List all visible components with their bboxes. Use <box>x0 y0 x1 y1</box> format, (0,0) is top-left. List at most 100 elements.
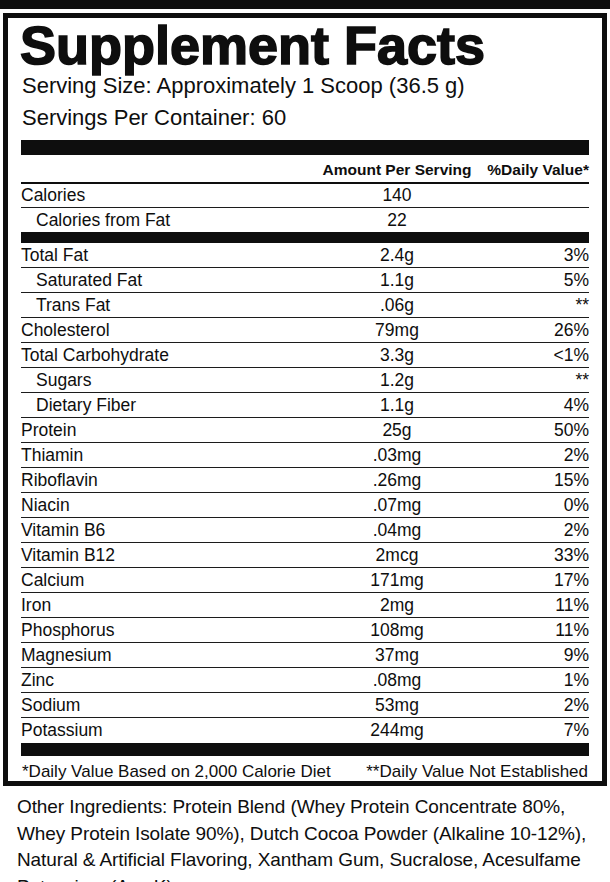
nutrient-daily-value: 15% <box>477 470 589 491</box>
nutrient-daily-value: 5% <box>477 270 589 291</box>
nutrient-daily-value: 33% <box>477 545 589 566</box>
nutrient-name: Cholesterol <box>21 320 317 341</box>
nutrient-name: Total Carbohydrate <box>21 345 317 366</box>
nutrient-name: Vitamin B6 <box>21 520 317 541</box>
nutrient-amount: 1.2g <box>317 370 477 391</box>
nutrient-daily-value: 11% <box>477 620 589 641</box>
nutrient-daily-value: ** <box>477 295 589 316</box>
nutrient-daily-value: 4% <box>477 395 589 416</box>
nutrient-row: Saturated Fat1.1g5% <box>21 268 589 293</box>
nutrient-row: Niacin.07mg0% <box>21 493 589 518</box>
nutrient-name: Riboflavin <box>21 470 317 491</box>
nutrient-row: Dietary Fiber1.1g4% <box>21 393 589 418</box>
column-header-daily-value: %Daily Value* <box>477 161 589 179</box>
nutrient-row: Riboflavin.26mg15% <box>21 468 589 493</box>
nutrient-name: Magnesium <box>21 645 317 666</box>
nutrient-row: Potassium244mg7% <box>21 718 589 743</box>
nutrient-daily-value: 1% <box>477 670 589 691</box>
separator-bar-bottom <box>21 743 589 756</box>
nutrient-amount: 25g <box>317 420 477 441</box>
nutrient-name: Trans Fat <box>21 295 317 316</box>
nutrient-name: Niacin <box>21 495 317 516</box>
nutrient-row: Protein25g50% <box>21 418 589 443</box>
top-border-bar <box>0 0 610 9</box>
nutrient-name: Sugars <box>21 370 317 391</box>
nutrient-amount: 108mg <box>317 620 477 641</box>
nutrient-amount: .03mg <box>317 445 477 466</box>
other-ingredients-text: Other Ingredients: Protein Blend (Whey P… <box>17 794 595 882</box>
nutrient-amount: .04mg <box>317 520 477 541</box>
panel-title: Supplement Facts <box>8 18 602 70</box>
nutrient-name: Potassium <box>21 720 317 741</box>
nutrient-name: Zinc <box>21 670 317 691</box>
nutrient-amount: 244mg <box>317 720 477 741</box>
nutrient-amount: .26mg <box>317 470 477 491</box>
nutrient-daily-value: 50% <box>477 420 589 441</box>
nutrient-amount: 1.1g <box>317 270 477 291</box>
nutrient-row: Sodium53mg2% <box>21 693 589 718</box>
nutrient-row: Total Fat2.4g3% <box>21 243 589 268</box>
nutrient-name: Dietary Fiber <box>21 395 317 416</box>
table-header-row: Amount Per Serving %Daily Value* <box>21 155 589 184</box>
nutrient-daily-value: 2% <box>477 695 589 716</box>
supplement-facts-panel: Supplement Facts Serving Size: Approxima… <box>3 13 607 786</box>
nutrient-amount: 2.4g <box>317 245 477 266</box>
nutrient-daily-value: 2% <box>477 520 589 541</box>
nutrient-row: Total Carbohydrate3.3g<1% <box>21 343 589 368</box>
nutrient-name: Vitamin B12 <box>21 545 317 566</box>
nutrient-row: Zinc.08mg1% <box>21 668 589 693</box>
nutrient-name: Protein <box>21 420 317 441</box>
nutrient-name: Calcium <box>21 570 317 591</box>
nutrient-name: Saturated Fat <box>21 270 317 291</box>
nutrient-daily-value: 0% <box>477 495 589 516</box>
nutrient-amount: 37mg <box>317 645 477 666</box>
column-header-amount: Amount Per Serving <box>317 161 477 179</box>
calorie-rows-group: Calories140Calories from Fat22 <box>8 184 602 232</box>
nutrient-row: Sugars1.2g** <box>21 368 589 393</box>
nutrient-amount: 1.1g <box>317 395 477 416</box>
nutrient-name: Iron <box>21 595 317 616</box>
nutrient-daily-value: <1% <box>477 345 589 366</box>
nutrient-row: Cholesterol79mg26% <box>21 318 589 343</box>
nutrient-name: Calories from Fat <box>21 210 317 231</box>
nutrient-name: Thiamin <box>21 445 317 466</box>
nutrient-row: Vitamin B6.04mg2% <box>21 518 589 543</box>
nutrient-daily-value: 9% <box>477 645 589 666</box>
nutrient-row: Trans Fat.06g** <box>21 293 589 318</box>
separator-bar-top <box>21 140 589 155</box>
nutrient-name: Calories <box>21 185 317 206</box>
servings-per-container-text: Servings Per Container: 60 <box>8 102 602 134</box>
nutrient-daily-value: 11% <box>477 595 589 616</box>
nutrient-name: Total Fat <box>21 245 317 266</box>
nutrient-daily-value: 2% <box>477 445 589 466</box>
nutrient-daily-value: 17% <box>477 570 589 591</box>
footnote-not-established: **Daily Value Not Established <box>366 762 588 782</box>
nutrient-row: Calories140 <box>21 184 589 208</box>
nutrient-amount: 79mg <box>317 320 477 341</box>
nutrient-amount: 22 <box>317 210 477 231</box>
nutrient-row: Phosphorus108mg11% <box>21 618 589 643</box>
nutrient-row: Calories from Fat22 <box>21 208 589 232</box>
separator-bar-middle <box>21 232 589 243</box>
nutrient-amount: 3.3g <box>317 345 477 366</box>
nutrient-row: Iron2mg11% <box>21 593 589 618</box>
footnote-daily-value-basis: *Daily Value Based on 2,000 Calorie Diet <box>22 762 331 782</box>
nutrient-row: Thiamin.03mg2% <box>21 443 589 468</box>
nutrient-daily-value: ** <box>477 370 589 391</box>
nutrient-amount: .06g <box>317 295 477 316</box>
nutrient-daily-value: 26% <box>477 320 589 341</box>
footnotes-row: *Daily Value Based on 2,000 Calorie Diet… <box>8 756 602 782</box>
nutrient-amount: 2mg <box>317 595 477 616</box>
nutrient-daily-value: 3% <box>477 245 589 266</box>
nutrient-rows-group: Total Fat2.4g3%Saturated Fat1.1g5%Trans … <box>8 243 602 743</box>
nutrient-amount: .08mg <box>317 670 477 691</box>
nutrient-daily-value: 7% <box>477 720 589 741</box>
nutrient-amount: 140 <box>317 185 477 206</box>
nutrient-amount: 2mcg <box>317 545 477 566</box>
nutrient-name: Phosphorus <box>21 620 317 641</box>
nutrient-amount: .07mg <box>317 495 477 516</box>
nutrient-row: Magnesium37mg9% <box>21 643 589 668</box>
nutrient-amount: 53mg <box>317 695 477 716</box>
nutrient-name: Sodium <box>21 695 317 716</box>
nutrient-row: Calcium171mg17% <box>21 568 589 593</box>
